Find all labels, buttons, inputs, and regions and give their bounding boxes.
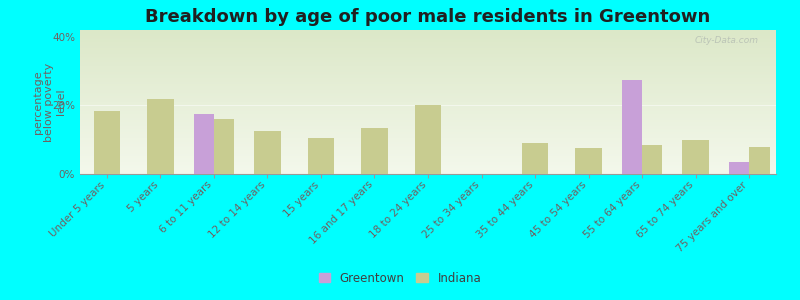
Bar <box>682 140 709 174</box>
Bar <box>575 148 602 174</box>
Bar <box>254 131 281 174</box>
Bar <box>194 114 214 174</box>
Title: Breakdown by age of poor male residents in Greentown: Breakdown by age of poor male residents … <box>146 8 710 26</box>
Bar <box>214 119 234 174</box>
Bar <box>414 105 442 174</box>
Bar <box>750 147 770 174</box>
Bar <box>94 111 120 174</box>
Bar <box>362 128 388 174</box>
Bar <box>729 162 750 174</box>
Legend: Greentown, Indiana: Greentown, Indiana <box>315 268 485 288</box>
Bar <box>642 145 662 174</box>
Bar <box>308 138 334 174</box>
Bar <box>147 99 174 174</box>
Bar <box>522 143 548 174</box>
Y-axis label: percentage
below poverty
level: percentage below poverty level <box>33 62 66 142</box>
Bar <box>622 80 642 174</box>
Text: City-Data.com: City-Data.com <box>694 36 758 45</box>
